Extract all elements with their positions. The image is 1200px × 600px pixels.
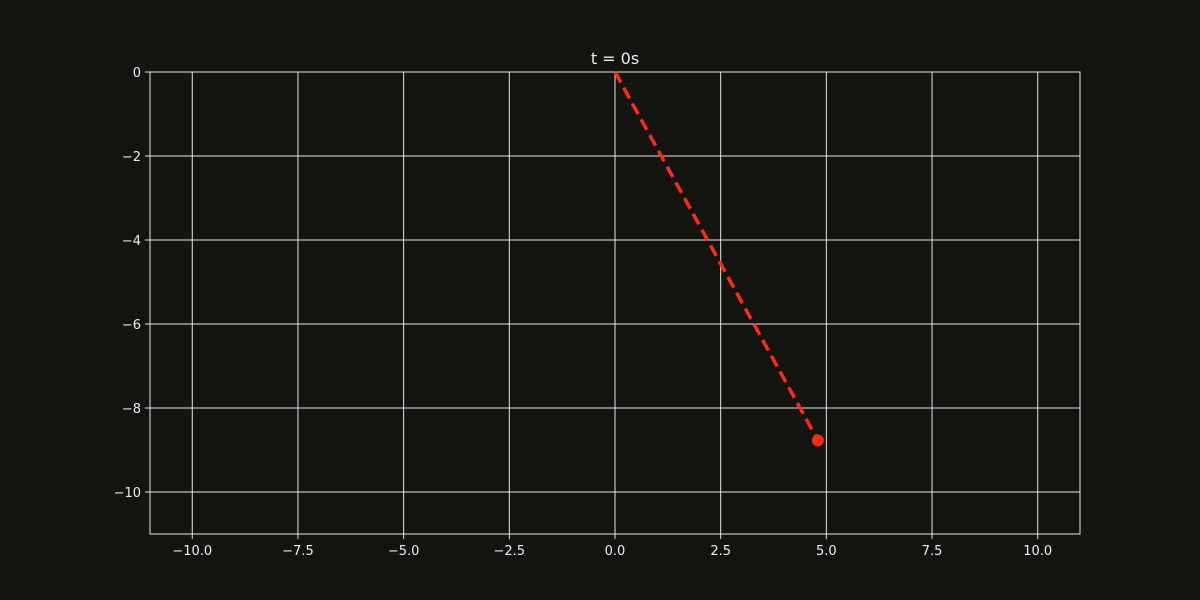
- y-tick-label: −4: [122, 234, 141, 249]
- y-tick-label: −8: [122, 402, 141, 417]
- axis-ticks: −10.0 −7.5 −5.0 −2.5 0.0 2.5 5.0 7.5 10.0 0 −2 −4 −6…: [114, 66, 1053, 559]
- pendulum-bob-point: [811, 434, 824, 447]
- y-tick-label: 0: [133, 66, 141, 81]
- y-tick-label: −2: [122, 150, 141, 165]
- x-tick-label: 0.0: [605, 544, 626, 559]
- x-tick-label: 5.0: [816, 544, 837, 559]
- pendulum-rod-line: [613, 71, 820, 442]
- x-tick-label: 2.5: [710, 544, 731, 559]
- chart-title: t = 0s: [591, 49, 639, 68]
- x-tick-label: −10.0: [172, 544, 212, 559]
- x-tick-label: −5.0: [388, 544, 420, 559]
- x-tick-label: −2.5: [494, 544, 526, 559]
- series-layer: [613, 71, 824, 447]
- x-tick-label: 10.0: [1023, 544, 1052, 559]
- y-tick-label: −10: [114, 486, 141, 501]
- x-tick-label: −7.5: [282, 544, 314, 559]
- x-tick-label: 7.5: [922, 544, 943, 559]
- y-tick-label: −6: [122, 318, 141, 333]
